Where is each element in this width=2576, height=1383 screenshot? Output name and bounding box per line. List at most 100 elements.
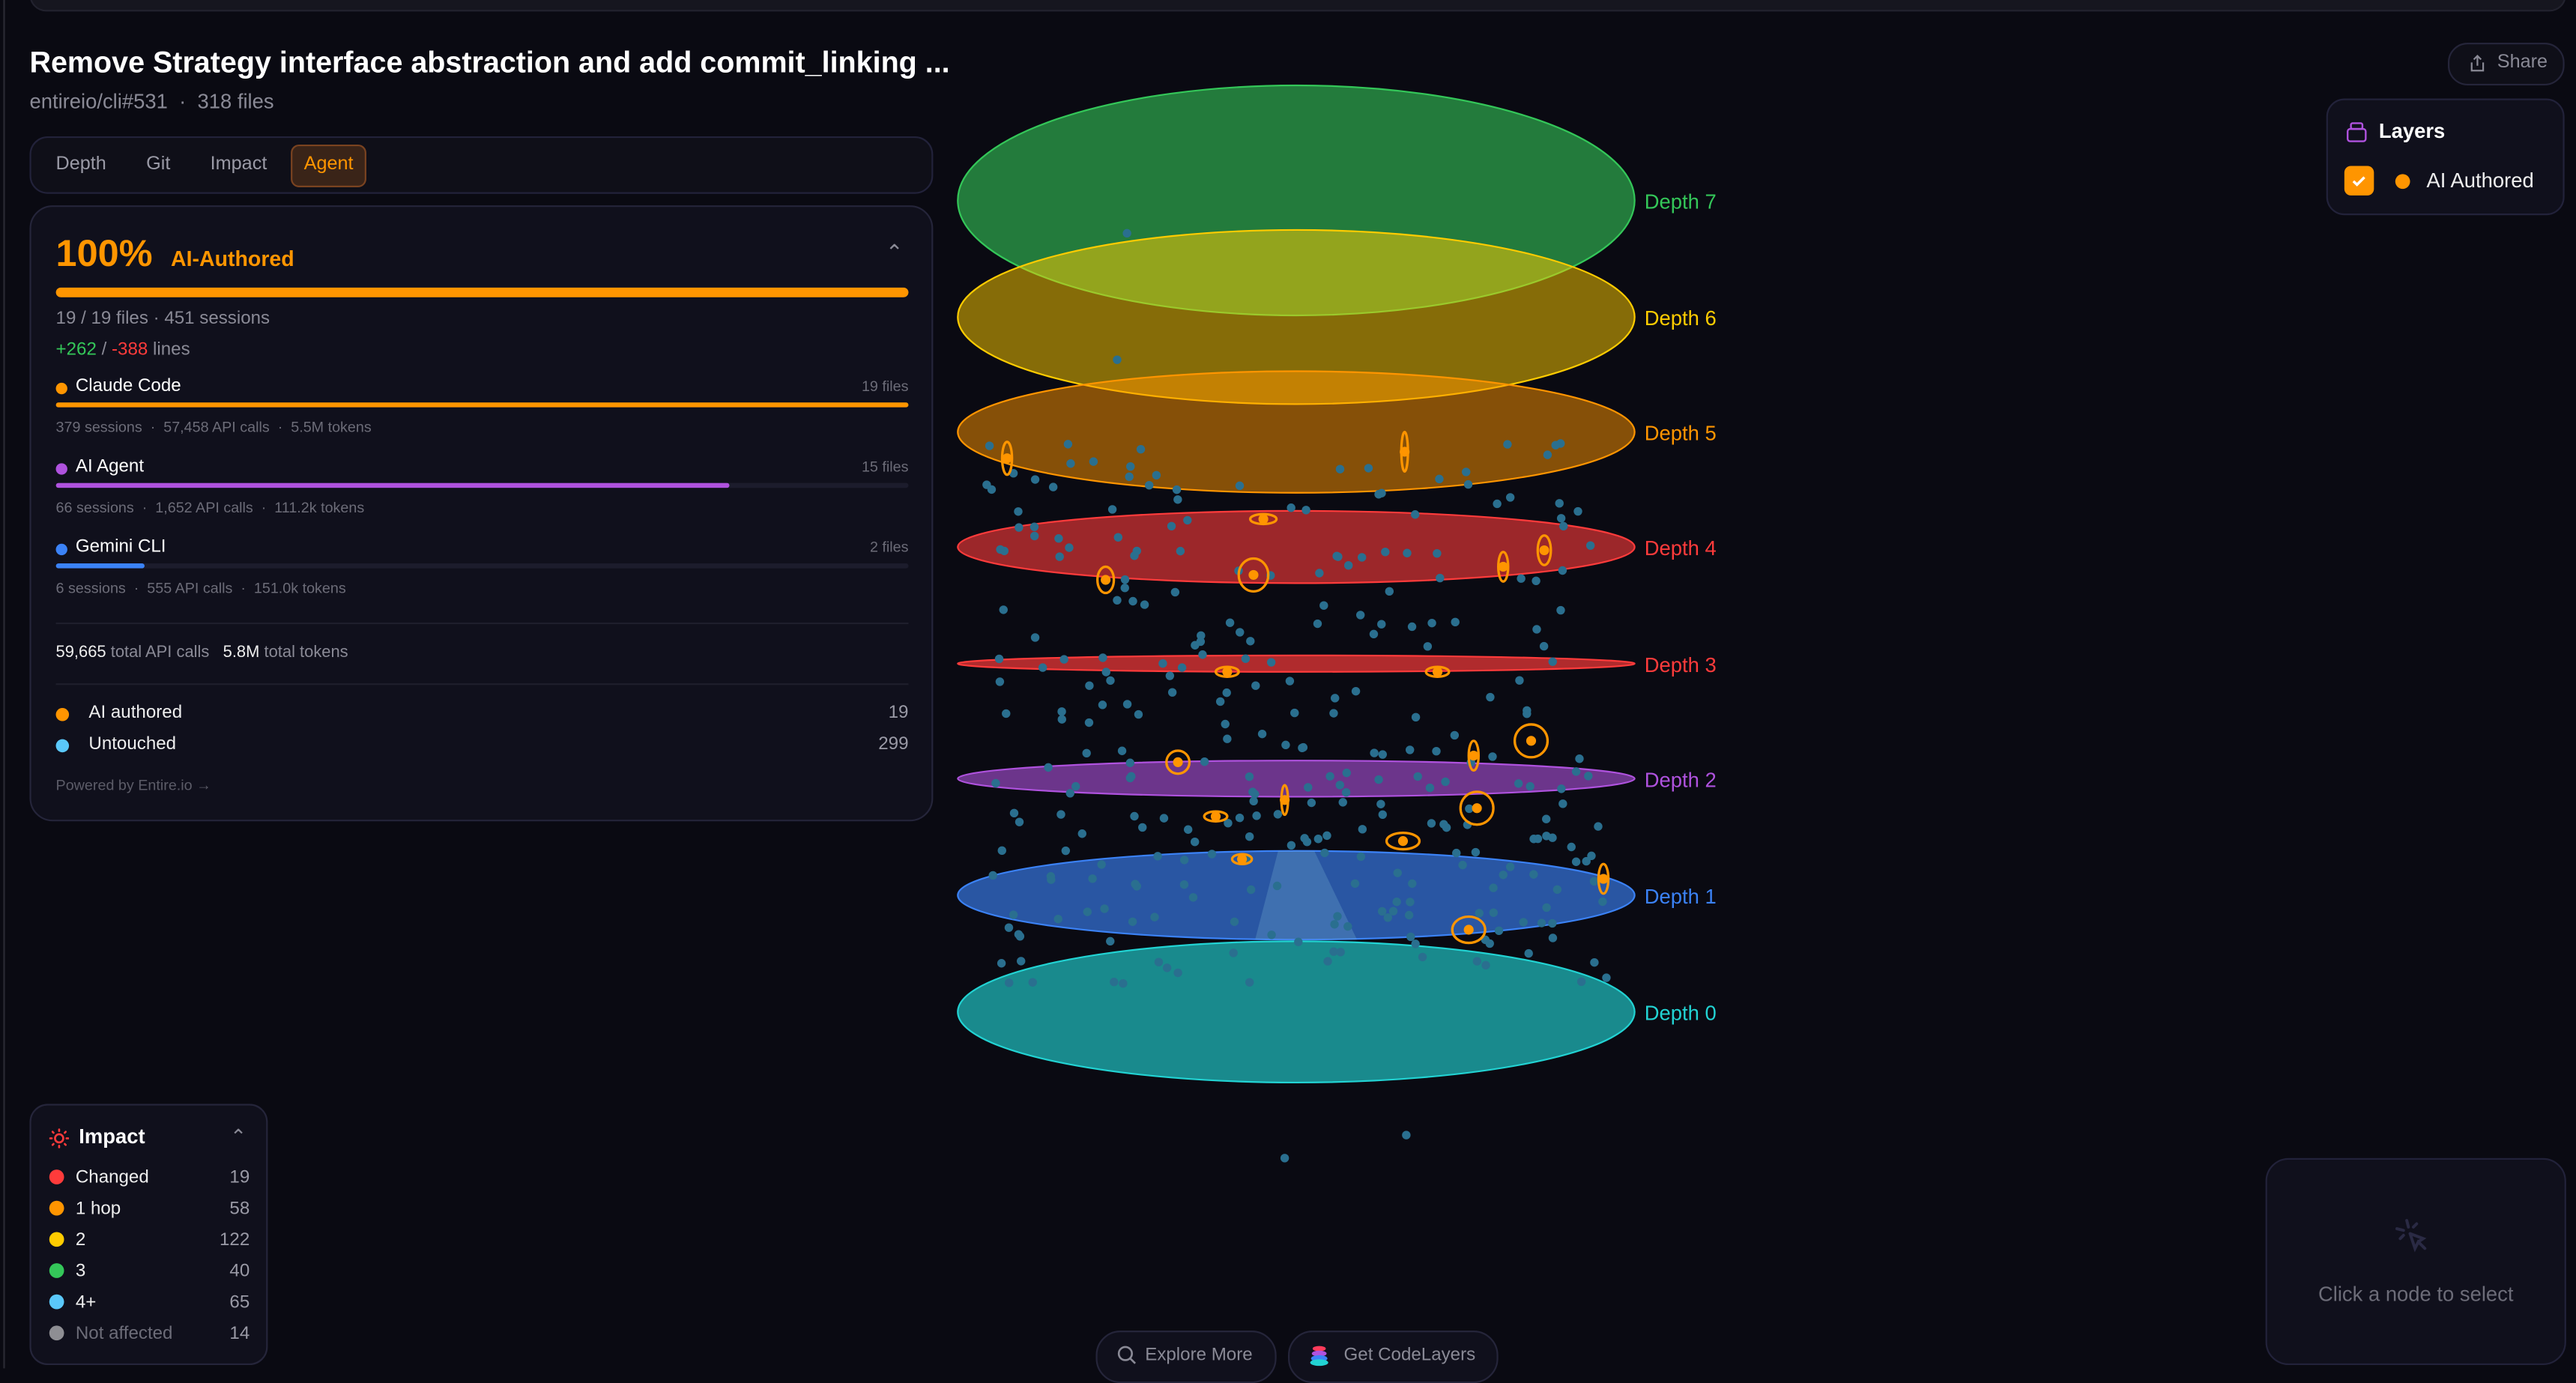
impact-label: Not affected: [75, 1324, 173, 1344]
file-node: [1594, 822, 1603, 831]
ai-authored-node: [1400, 447, 1410, 457]
file-node: [1207, 850, 1217, 859]
file-node: [1333, 912, 1342, 921]
file-node: [1245, 832, 1254, 841]
file-node: [1342, 768, 1351, 778]
lines-added: +262: [55, 339, 97, 360]
file-node: [1128, 917, 1137, 926]
ai-node-ring: [1237, 557, 1270, 593]
page-title: Remove Strategy interface abstraction an…: [29, 46, 950, 79]
impact-count: 58: [229, 1199, 250, 1219]
search-icon: [1117, 1346, 1137, 1364]
file-node: [985, 441, 994, 450]
file-node: [1423, 642, 1433, 651]
file-node: [1403, 548, 1412, 557]
file-node: [1425, 783, 1435, 793]
file-count: 318 files: [197, 90, 274, 114]
file-node: [1325, 772, 1334, 781]
file-node: [1246, 637, 1255, 646]
file-node: [1028, 978, 1037, 987]
tab-impact[interactable]: Impact: [210, 154, 267, 175]
file-node: [1567, 842, 1576, 852]
file-node: [1331, 694, 1340, 703]
file-node: [1439, 820, 1448, 829]
file-node: [1057, 707, 1066, 716]
file-node: [1524, 948, 1533, 958]
file-node: [1532, 625, 1541, 634]
depth-layer-scene[interactable]: Depth 7 Depth 6 Depth 5 Depth 4 Depth 3 Depth…: [920, 66, 1774, 1183]
file-node: [1548, 833, 1557, 842]
file-node: [1323, 957, 1332, 966]
file-node: [1378, 810, 1387, 820]
impact-item[interactable]: Changed 19: [49, 1166, 250, 1190]
ai-authored-checkbox[interactable]: [2344, 166, 2374, 196]
agent-name: AI Agent: [75, 456, 145, 476]
file-node: [1009, 808, 1019, 818]
collapse-chevron-icon[interactable]: ⌃: [885, 240, 904, 265]
file-node: [995, 677, 1005, 686]
file-node: [1098, 653, 1107, 662]
impact-item[interactable]: 3 40: [49, 1260, 250, 1283]
file-node: [1377, 488, 1386, 497]
file-node: [1539, 641, 1549, 651]
impact-count: 122: [220, 1230, 250, 1250]
file-node: [1356, 852, 1366, 862]
file-node: [1183, 515, 1192, 525]
file-node: [1552, 885, 1562, 894]
file-node: [1047, 875, 1056, 884]
file-node: [1370, 748, 1379, 757]
depth-label: Depth 5: [1645, 422, 1717, 445]
file-node: [1152, 470, 1161, 480]
impact-label: Changed: [75, 1167, 149, 1188]
ai-authored-node: [1526, 736, 1537, 746]
file-node: [1280, 1154, 1289, 1163]
file-node: [1197, 631, 1206, 641]
file-node: [1179, 856, 1189, 865]
checkmark-icon: [2352, 176, 2365, 187]
file-node: [1514, 779, 1523, 788]
tab-git[interactable]: Git: [146, 154, 171, 175]
file-node: [1009, 910, 1018, 919]
file-node: [1405, 745, 1415, 754]
layers-panel: Layers AI Authored: [2326, 98, 2565, 216]
impact-item[interactable]: 4+ 65: [49, 1291, 250, 1314]
file-node: [1221, 719, 1230, 729]
file-node: [1066, 459, 1075, 468]
share-button[interactable]: Share: [2447, 43, 2565, 86]
repo-ref[interactable]: entireio/cli#531: [29, 90, 168, 114]
layers-icon: [2347, 122, 2367, 142]
depth-layer-5-disc: [957, 370, 1636, 494]
file-node: [1388, 907, 1398, 916]
file-node: [1555, 499, 1564, 508]
selection-hint: Click a node to select: [2318, 1283, 2514, 1307]
file-node: [1494, 926, 1504, 936]
lines-label: lines: [153, 339, 190, 360]
impact-item[interactable]: 2 122: [49, 1229, 250, 1252]
get-codelayers-button[interactable]: Get CodeLayers: [1287, 1331, 1499, 1383]
slash: /: [101, 339, 107, 360]
layers-title: Layers: [2378, 120, 2446, 143]
impact-item[interactable]: Not affected 14: [49, 1322, 250, 1346]
file-node: [1170, 587, 1180, 597]
file-node: [1548, 657, 1557, 666]
ai-authored-node: [1280, 795, 1290, 805]
file-node: [1004, 923, 1014, 932]
explore-more-button[interactable]: Explore More: [1095, 1331, 1277, 1383]
file-node: [1172, 485, 1182, 494]
file-node: [1100, 904, 1109, 913]
file-node: [1450, 730, 1460, 740]
file-node: [1471, 847, 1481, 857]
ai-authored-node: [1463, 924, 1474, 935]
file-node: [1329, 947, 1338, 956]
file-node: [1330, 920, 1339, 929]
file-node: [1357, 553, 1367, 562]
tab-depth[interactable]: Depth: [55, 154, 106, 175]
collapse-chevron-icon[interactable]: ⌃: [229, 1125, 247, 1149]
ai-authored-node: [1469, 751, 1479, 761]
impact-item[interactable]: 1 hop 58: [49, 1197, 250, 1220]
ai-node-ring: [1096, 565, 1116, 595]
powered-by-link[interactable]: Powered by Entire.io →: [55, 777, 211, 794]
file-node: [1173, 495, 1182, 504]
tab-agent[interactable]: Agent: [291, 144, 367, 187]
file-node: [1071, 781, 1080, 791]
